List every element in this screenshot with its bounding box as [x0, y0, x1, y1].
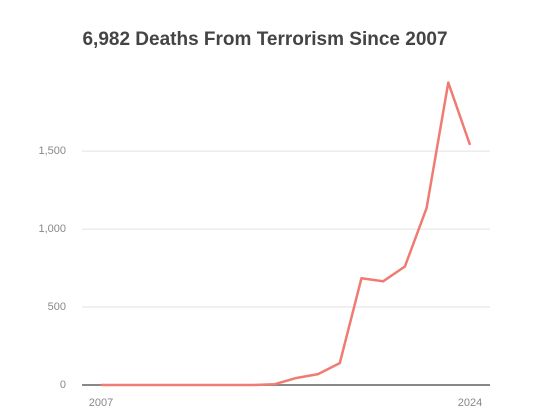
x-tick-label: 2007 [89, 397, 113, 409]
y-tick-label: 1,000 [38, 223, 66, 235]
y-tick-label: 1,500 [38, 145, 66, 157]
data-line [101, 81, 472, 387]
x-tick-label: 2024 [458, 397, 482, 409]
y-tick-label: 0 [60, 379, 66, 391]
chart-title: 6,982 Deaths From Terrorism Since 2007 [82, 29, 447, 50]
y-tick-label: 500 [48, 301, 66, 313]
